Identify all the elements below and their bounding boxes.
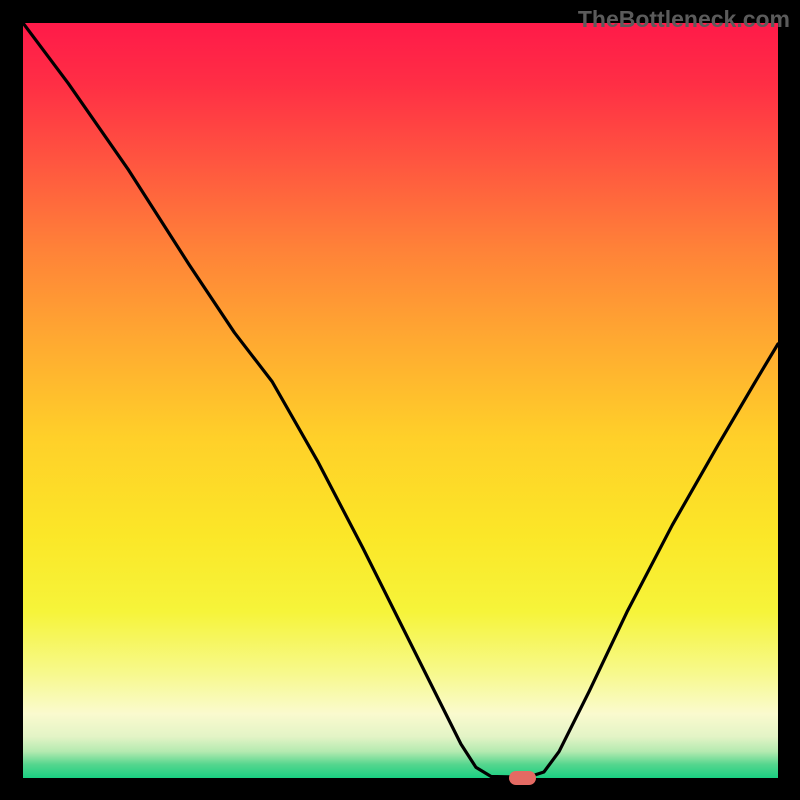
chart-container: TheBottleneck.com — [0, 0, 800, 800]
optimum-marker — [509, 771, 536, 785]
gradient-background — [23, 23, 778, 778]
plot-area — [23, 23, 778, 778]
watermark-text: TheBottleneck.com — [578, 6, 790, 33]
